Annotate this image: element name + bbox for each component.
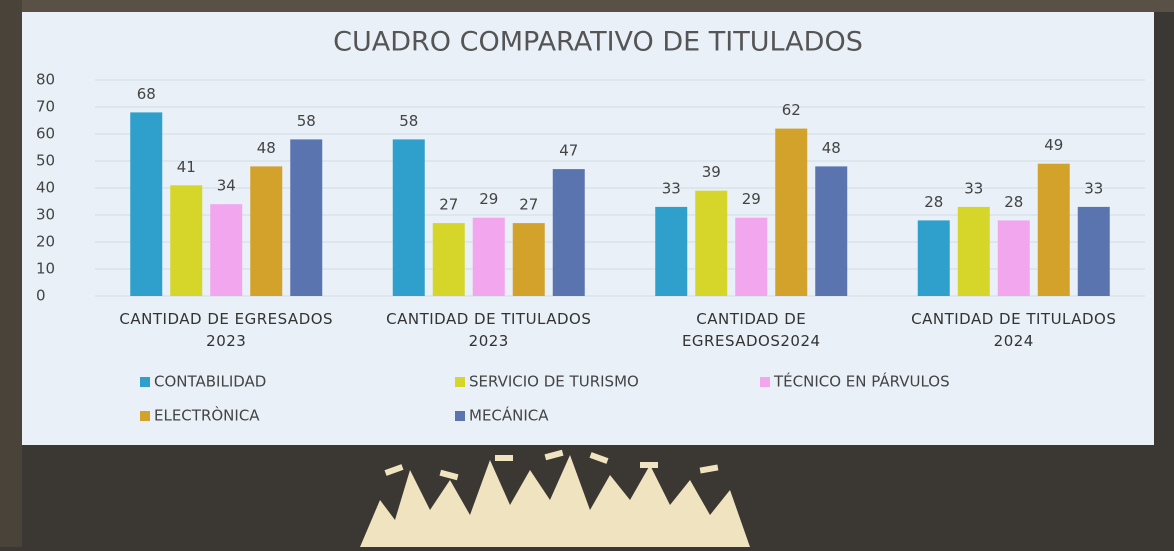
y-tick-label: 60 [36,125,55,143]
legend-swatch [140,377,150,387]
data-label: 39 [702,163,721,181]
legend-label: MECÁNICA [469,406,549,425]
data-label: 58 [399,112,418,130]
x-tick-label-box: CANTIDAD DE TITULADOS 2024 [904,308,1124,358]
bar [998,220,1030,296]
data-label: 62 [782,101,801,119]
x-tick-label-box: CANTIDAD DE EGRESADOS 2023 [116,308,336,358]
screenshot: CUADRO COMPARATIVO DE TITULADOS 0 10 20 30 4… [0,0,1174,547]
y-tick-label: 10 [36,260,55,278]
left-strip [0,0,22,547]
data-label: 47 [559,142,578,160]
data-label: 48 [822,139,841,157]
x-tick-label: CANTIDAD DE TITULADOS 2024 [904,308,1124,352]
y-tick-label: 40 [36,179,55,197]
bar [553,169,585,296]
data-label: 33 [662,179,681,197]
data-label: 27 [519,196,538,214]
data-label: 29 [479,190,498,208]
x-tick-label: CANTIDAD DE EGRESADOS2024 [641,308,861,352]
bar [210,204,242,296]
legend-label: SERVICIO DE TURISMO [469,373,639,391]
data-label: 27 [439,196,458,214]
data-label: 33 [1084,179,1103,197]
legend-swatch [455,377,465,387]
data-label: 49 [1044,136,1063,154]
data-label: 33 [964,179,983,197]
legend-label: TÉCNICO EN PÁRVULOS [773,372,950,391]
bar [695,191,727,296]
x-tick-label: CANTIDAD DE EGRESADOS 2023 [116,308,336,352]
bar [290,139,322,296]
bar [735,218,767,296]
bar [513,223,545,296]
bar [815,166,847,296]
legend-swatch [140,411,150,421]
data-label: 28 [924,193,943,211]
bar [775,129,807,296]
y-tick-label: 70 [36,98,55,116]
legend-label: CONTABILIDAD [154,373,266,391]
legend-swatch [760,377,770,387]
top-strip [0,0,1174,12]
y-tick-label: 30 [36,206,55,224]
graduates-illustration [360,450,750,547]
data-label: 48 [257,139,276,157]
data-label: 58 [297,112,316,130]
data-label: 68 [137,85,156,103]
bar [393,139,425,296]
y-tick-label: 0 [36,287,46,305]
y-tick-label: 20 [36,233,55,251]
bar [1038,164,1070,296]
data-label: 28 [1004,193,1023,211]
y-tick-label: 80 [36,71,55,89]
x-tick-label-box: CANTIDAD DE TITULADOS 2023 [379,308,599,358]
legend-label: ELECTRÒNICA [154,406,260,425]
data-label: 41 [177,158,196,176]
chart: CUADRO COMPARATIVO DE TITULADOS 0 10 20 30 4… [0,0,1174,547]
bar [433,223,465,296]
x-tick-label-box: CANTIDAD DE EGRESADOS2024 [641,308,861,358]
bar [130,112,162,296]
data-label: 34 [217,177,236,195]
x-tick-label: CANTIDAD DE TITULADOS 2023 [379,308,599,352]
bar [958,207,990,296]
bar [1078,207,1110,296]
bar [918,220,950,296]
bar [170,185,202,296]
chart-title: CUADRO COMPARATIVO DE TITULADOS [333,27,863,58]
bar [250,166,282,296]
data-label: 29 [742,190,761,208]
bar [655,207,687,296]
legend-swatch [455,411,465,421]
bar [473,218,505,296]
y-tick-label: 50 [36,152,55,170]
